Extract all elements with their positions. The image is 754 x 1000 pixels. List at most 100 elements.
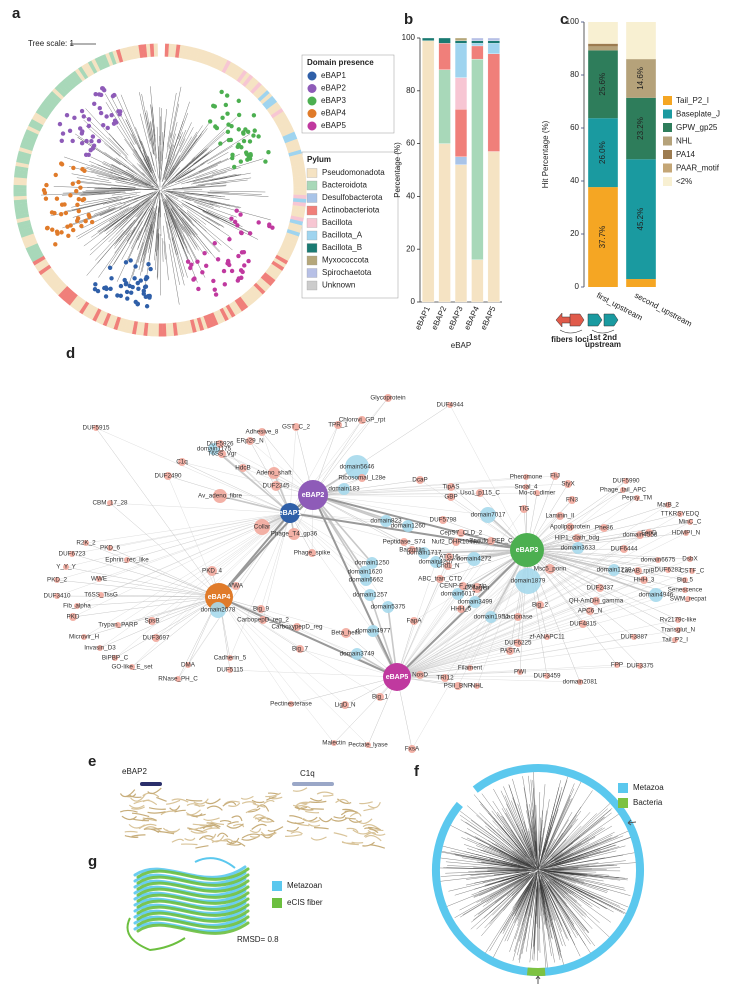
tree-dot — [118, 293, 123, 299]
node — [178, 458, 186, 466]
node — [232, 582, 240, 590]
tree-dot — [70, 181, 75, 186]
strand — [147, 811, 166, 814]
edge — [218, 596, 292, 705]
branch — [200, 133, 251, 165]
ring-segment — [219, 307, 229, 322]
node-label: domain5375 — [371, 604, 406, 611]
edge — [526, 549, 659, 561]
branch — [160, 108, 162, 145]
branch — [514, 883, 534, 940]
ring-segment — [230, 65, 242, 79]
branch — [105, 208, 135, 231]
strand — [229, 840, 246, 847]
node-label: Lactonase — [503, 614, 533, 621]
tree-dot — [93, 282, 98, 287]
strand — [148, 807, 166, 810]
edge — [218, 596, 346, 706]
tree-dot — [67, 128, 73, 133]
strand — [251, 799, 265, 804]
node-label: Phage_spike — [294, 550, 331, 557]
ring-segment — [23, 132, 38, 142]
edge — [289, 512, 373, 564]
ring-segment — [218, 58, 228, 72]
node — [124, 557, 130, 563]
edge — [312, 494, 373, 564]
edge — [396, 513, 681, 678]
bar-segment — [626, 22, 656, 60]
branch — [542, 870, 625, 889]
bar-segment — [454, 77, 468, 110]
ring-segment — [31, 115, 46, 126]
branch — [504, 795, 533, 857]
branch — [197, 177, 252, 186]
bar-segment — [438, 69, 451, 144]
branch — [551, 827, 605, 862]
strand — [307, 823, 321, 827]
branch — [165, 197, 195, 236]
ring-segment — [216, 309, 226, 323]
tree-dot — [228, 137, 234, 143]
ring-segment — [250, 81, 262, 95]
tree-dot — [227, 237, 232, 242]
tree-dot — [64, 112, 70, 118]
branch — [119, 199, 139, 209]
ring-segment — [209, 312, 219, 326]
branch — [83, 114, 128, 159]
strand — [156, 830, 175, 835]
tree-dot — [247, 156, 253, 161]
tree-dot — [236, 276, 242, 281]
branch — [132, 192, 157, 209]
branch — [128, 166, 152, 185]
branch — [471, 873, 534, 923]
strand — [369, 828, 384, 832]
legend-label: eBAP5 — [321, 121, 346, 130]
legend-label: Bacillota_A — [322, 231, 363, 240]
strand — [156, 796, 167, 802]
strand — [147, 787, 162, 795]
node-label: domain6662 — [349, 577, 384, 584]
tree-dot — [239, 145, 244, 150]
tree-dot — [72, 115, 77, 121]
branch — [170, 208, 185, 233]
strand — [309, 797, 323, 802]
branch — [532, 809, 538, 859]
branch — [540, 880, 554, 921]
branch — [509, 872, 538, 952]
node — [436, 575, 444, 583]
branch — [211, 182, 227, 185]
branch — [170, 215, 185, 245]
y-tick-label: 60 — [406, 139, 415, 148]
node-label: GBP — [444, 494, 457, 501]
strand — [305, 810, 320, 814]
tree-dot — [76, 208, 81, 214]
branch — [95, 229, 124, 261]
node — [545, 564, 555, 574]
tree-dot — [71, 165, 76, 171]
branch — [502, 876, 535, 934]
node-label: R2K_2 — [76, 540, 96, 547]
tree-dot — [103, 294, 109, 299]
tree-dot — [70, 138, 75, 144]
branch — [554, 832, 615, 863]
branch — [554, 810, 624, 859]
legend-swatch — [306, 205, 318, 216]
strand — [136, 885, 250, 899]
node — [83, 540, 89, 546]
node — [408, 745, 416, 753]
branch — [202, 210, 251, 234]
ring-segment — [277, 121, 292, 131]
ring-segment — [262, 272, 276, 284]
branch — [97, 164, 116, 173]
node — [210, 602, 226, 618]
ring-segment — [279, 124, 293, 134]
branch — [539, 833, 563, 868]
node — [175, 676, 181, 682]
node — [257, 605, 265, 613]
branch — [503, 886, 529, 931]
strand — [300, 800, 311, 804]
edge — [526, 532, 650, 551]
ring-segment — [274, 114, 288, 125]
branch — [167, 149, 208, 184]
branch — [112, 137, 125, 151]
